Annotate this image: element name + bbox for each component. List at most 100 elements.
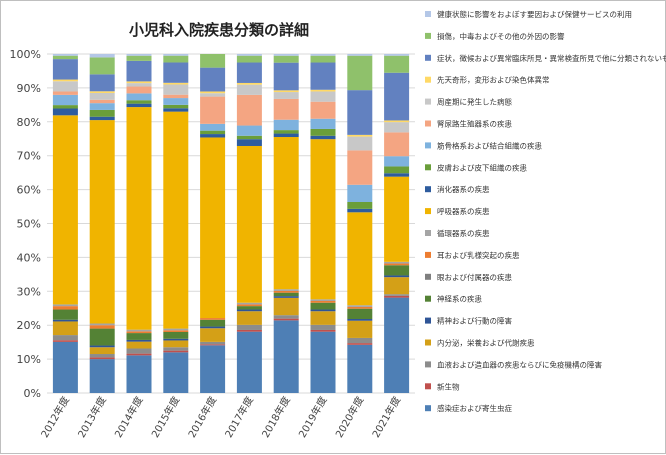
bar-segment (310, 55, 336, 63)
y-tick-label: 0% (24, 387, 41, 400)
bar-segment (384, 265, 410, 276)
legend-swatch (425, 317, 431, 324)
bar-segment (163, 55, 189, 63)
bar-segment (273, 90, 299, 93)
bar-segment (347, 306, 373, 309)
bar-segment (200, 130, 226, 135)
bar-segment (89, 54, 115, 58)
legend-swatch (425, 361, 431, 368)
legend-swatch (425, 273, 431, 280)
bar-segment (236, 62, 262, 83)
bar-segment (200, 123, 226, 131)
bar-segment (236, 311, 262, 325)
bar-segment (126, 329, 152, 332)
y-tick-label: 80% (17, 116, 41, 129)
bar-segment (52, 108, 78, 116)
bar-segment (310, 139, 336, 300)
bar-segment (310, 302, 336, 310)
bar-segment (384, 132, 410, 157)
bar-segment (163, 104, 189, 109)
legend: 健康状態に影響をおよぼす要因および保健サービスの利用損傷，中毒およびその他の外因… (425, 9, 666, 413)
bar-segment (200, 96, 226, 124)
bar-segment (52, 81, 78, 92)
bar-segment (52, 59, 78, 80)
bar-segment (347, 343, 373, 345)
bar-segment (126, 54, 152, 56)
bar-segment (200, 341, 226, 345)
bar-segment (310, 101, 336, 119)
x-tick-label: 2019年度 (296, 394, 330, 440)
legend-swatch (425, 98, 431, 105)
bar-segment (126, 81, 152, 84)
bar-segment (126, 103, 152, 108)
y-tick-label: 50% (17, 218, 41, 231)
bar-segment (52, 304, 78, 307)
y-axis: 0% 10% 20% 30% 40% 50% 60% 70% 80% 90% 100% (10, 48, 41, 400)
legend-label: 先天奇形，変形および染色体異常 (437, 75, 550, 85)
bar-segment (384, 261, 410, 264)
bar-segment (347, 90, 373, 135)
x-tick-label: 2015年度 (148, 394, 182, 440)
bar-segment (273, 315, 299, 319)
bar-segment (200, 137, 226, 319)
bar-segment (310, 62, 336, 90)
bar-segment (273, 289, 299, 291)
bar-segment (52, 79, 78, 82)
bar-segment (384, 297, 410, 393)
bar-segment (126, 339, 152, 342)
bar-segment (236, 84, 262, 95)
bar-segment (236, 82, 262, 85)
bar-segment (310, 89, 336, 92)
bar-segment (163, 347, 189, 351)
bar-segment (236, 139, 262, 146)
legend-label: 腎尿路生殖器系の疾患 (437, 119, 512, 129)
bar-segment (52, 105, 78, 109)
bar-segment (347, 201, 373, 209)
bar-segment (163, 328, 189, 331)
bar-segment (52, 115, 78, 305)
legend-swatch (425, 339, 431, 346)
y-tick-label: 70% (17, 150, 41, 163)
bar-segment (273, 98, 299, 120)
bar-segment (163, 111, 189, 329)
bar-segment (126, 331, 152, 334)
bar-segment (52, 306, 78, 310)
legend-label: 神経系の疾患 (437, 294, 482, 304)
bar-segment (89, 57, 115, 75)
bar-segment (89, 103, 115, 110)
bar-segment (89, 120, 115, 324)
bar-segment (89, 109, 115, 117)
bar-segment (89, 359, 115, 393)
legend-label: 呼吸器系の疾患 (437, 206, 490, 216)
legend-swatch (425, 120, 431, 127)
bar-segment (89, 357, 115, 360)
bar-segment (347, 212, 373, 306)
bar-segment (126, 55, 152, 61)
y-tick-label: 20% (17, 319, 41, 332)
bar-segment (273, 133, 299, 138)
bar-segment (384, 277, 410, 295)
bar-segment (384, 176, 410, 262)
bar-segment (89, 74, 115, 92)
bar-segment (89, 92, 115, 100)
bar-segment (384, 166, 410, 174)
legend-label: 健康状態に影響をおよぼす要因および保健サービスの利用 (437, 9, 632, 19)
bar-segment (236, 306, 262, 310)
legend-swatch (425, 230, 431, 236)
bar-segment (52, 91, 78, 95)
bar-segment (273, 290, 299, 293)
bar-segment (347, 319, 373, 321)
legend-swatch (425, 142, 431, 149)
bar-segment (200, 318, 226, 320)
bar-segment (236, 304, 262, 307)
legend-label: 内分泌，栄養および代謝疾患 (437, 338, 535, 348)
legend-label: 感染症および寄生虫症 (437, 403, 512, 413)
legend-swatch (425, 251, 431, 258)
chart-title: 小児科入院疾患分類の詳細 (129, 21, 309, 39)
bar-segment (384, 295, 410, 298)
bar-segment (310, 331, 336, 393)
bar-segment (52, 319, 78, 322)
bar-segment (163, 54, 189, 56)
bar-segment (347, 337, 373, 344)
bar-segment (163, 330, 189, 332)
